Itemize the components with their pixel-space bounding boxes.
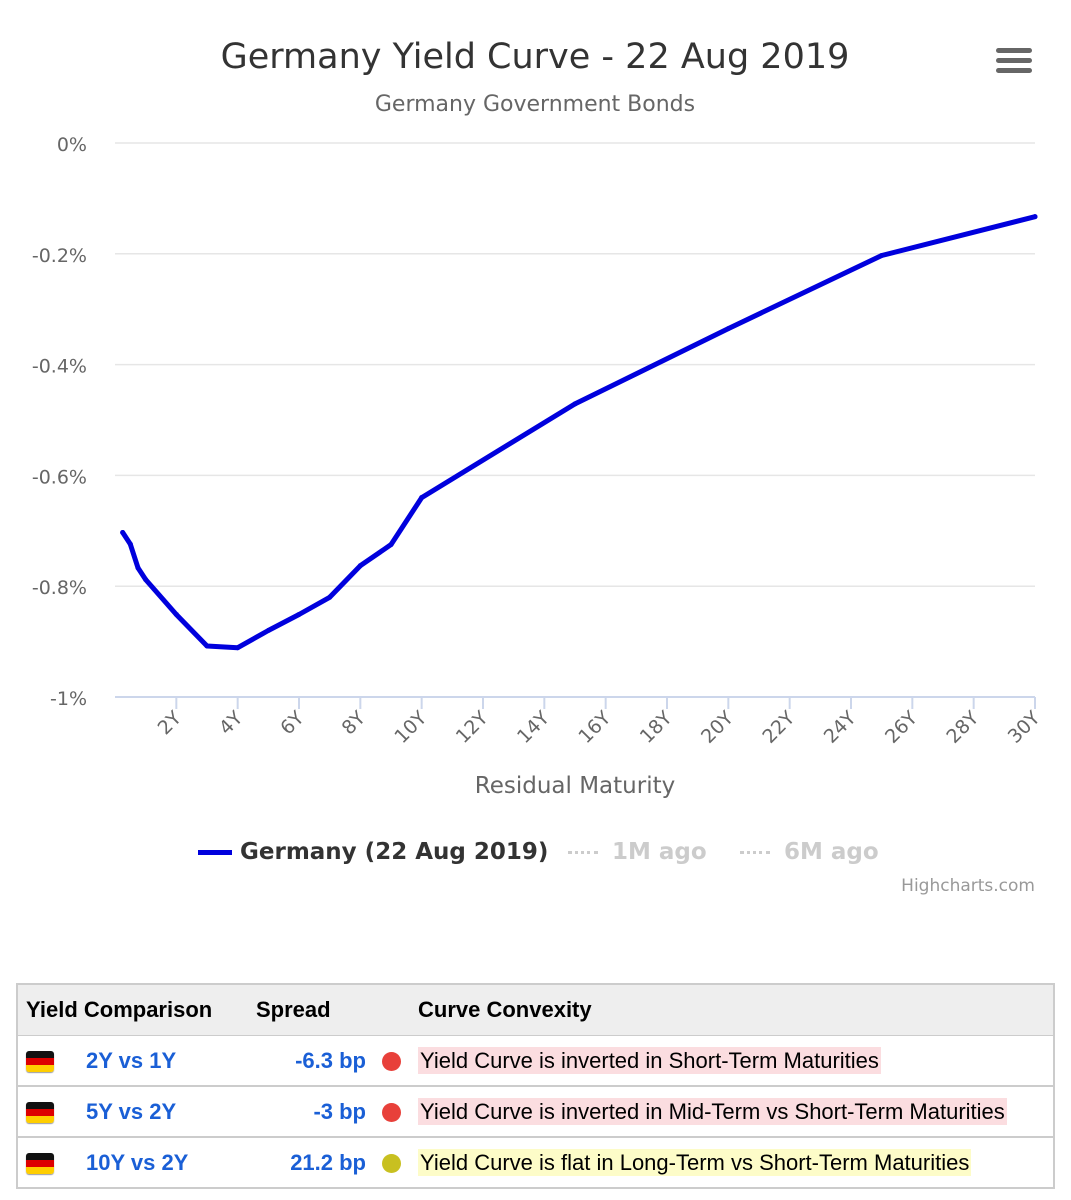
x-tick-label: 20Y [697,707,738,748]
y-tick-label: -1% [50,688,87,710]
chart-subtitle: Germany Government Bonds [375,92,695,117]
data-point[interactable] [879,252,885,258]
legend-line-icon [198,849,232,855]
x-tick-label: 30Y [1004,707,1045,748]
x-tick-label: 26Y [881,707,922,748]
y-tick-label: -0.2% [32,245,87,267]
header-yield-comparison: Yield Comparison [17,983,248,1036]
x-tick-label: 10Y [390,707,431,748]
status-dot-cell [374,1137,410,1189]
status-dot-cell [374,1086,410,1138]
x-tick-label: 18Y [636,707,677,748]
y-tick-label: 0% [57,134,87,156]
x-tick-label: 8Y [338,707,371,740]
x-tick-label: 6Y [276,707,309,740]
header-curve-convexity: Curve Convexity [410,983,1054,1036]
legend-item-6m-ago[interactable]: 6M ago [740,834,879,870]
table-header-row: Yield Comparison Spread Curve Convexity [17,983,1054,1036]
data-point[interactable] [204,643,210,649]
chart-menu-button[interactable] [994,48,1034,82]
y-tick-label: -0.6% [32,466,87,488]
chart-title: Germany Yield Curve - 22 Aug 2019 [221,37,850,77]
yield-curve-chart: Germany Yield Curve - 22 Aug 2019 German… [0,37,1071,896]
legend-label: 6M ago [784,839,879,865]
x-tick-label: 4Y [215,707,248,740]
spread-value: -6.3 bp [248,1035,374,1087]
data-point[interactable] [135,565,141,571]
spread-value: 21.2 bp [248,1137,374,1189]
data-point[interactable] [120,529,126,535]
convexity-description: Yield Curve is inverted in Short-Term Ma… [418,1046,881,1074]
comparison-cell: 10Y vs 2Y [17,1137,248,1189]
x-tick-label: 2Y [154,707,187,740]
status-dot-icon [382,1052,401,1072]
data-point[interactable] [235,645,241,651]
germany-flag-icon [26,1051,54,1073]
header-dot-spacer [374,983,410,1036]
data-point[interactable] [725,326,731,332]
comparison-cell: 5Y vs 2Y [17,1086,248,1138]
spread-value: -3 bp [248,1086,374,1138]
legend-dotted-line-icon [740,850,770,854]
hamburger-menu-icon [994,48,1034,73]
series-line-germany[interactable] [120,214,1038,651]
table-row: 10Y vs 2Y 21.2 bp Yield Curve is flat in L… [17,1137,1054,1189]
germany-flag-icon [26,1102,54,1124]
data-point[interactable] [327,594,333,600]
convexity-cell: Yield Curve is flat in Long-Term vs Shor… [410,1137,1054,1189]
data-point[interactable] [1032,214,1038,220]
convexity-cell: Yield Curve is inverted in Short-Term Ma… [410,1035,1054,1087]
legend-item-germany[interactable]: Germany (22 Aug 2019) [198,834,548,870]
data-point[interactable] [296,611,302,617]
x-tick-label: 28Y [942,707,983,748]
comparison-link[interactable]: 10Y vs 2Y [86,1149,189,1175]
highcharts-credit-link[interactable]: Highcharts.com [901,876,1035,896]
y-tick-label: -0.8% [32,577,87,599]
data-point[interactable] [388,542,394,548]
status-dot-cell [374,1035,410,1087]
germany-flag-icon [26,1153,54,1175]
y-tick-label: -0.4% [32,356,87,378]
x-tick-label: 16Y [574,707,615,748]
yield-comparison-table: Yield Comparison Spread Curve Convexity … [16,983,1055,1189]
table-row: 5Y vs 2Y -3 bp Yield Curve is inverted in … [17,1086,1054,1138]
data-point[interactable] [265,628,271,634]
data-point[interactable] [143,577,149,583]
comparison-link[interactable]: 2Y vs 1Y [86,1047,177,1073]
x-tick-label: 12Y [452,707,493,748]
data-point[interactable] [357,563,363,569]
comparison-link[interactable]: 5Y vs 2Y [86,1098,177,1124]
legend-label: Germany (22 Aug 2019) [240,839,549,865]
legend-label: 1M ago [612,839,707,865]
data-point[interactable] [572,401,578,407]
x-axis-title: Residual Maturity [475,773,675,799]
convexity-description: Yield Curve is flat in Long-Term vs Shor… [418,1148,972,1176]
comparison-cell: 2Y vs 1Y [17,1035,248,1087]
x-tick-label: 22Y [758,707,799,748]
convexity-description: Yield Curve is inverted in Mid-Term vs S… [418,1097,1007,1125]
status-dot-icon [382,1103,401,1123]
x-tick-label: 24Y [820,707,861,748]
legend-dotted-line-icon [568,850,598,854]
convexity-cell: Yield Curve is inverted in Mid-Term vs S… [410,1086,1054,1138]
chart-plot: Germany Yield Curve - 22 Aug 2019 German… [32,37,1045,799]
x-tick-label: 14Y [513,707,554,748]
data-point[interactable] [419,495,425,501]
table-row: 2Y vs 1Y -6.3 bp Yield Curve is inverted i… [17,1035,1054,1087]
legend-item-1m-ago[interactable]: 1M ago [568,834,707,870]
chart-legend: Germany (22 Aug 2019) 1M ago 6M ago [0,834,1071,870]
header-spread: Spread [248,983,374,1036]
data-point[interactable] [173,611,179,617]
status-dot-icon [382,1154,401,1174]
data-point[interactable] [127,541,133,547]
